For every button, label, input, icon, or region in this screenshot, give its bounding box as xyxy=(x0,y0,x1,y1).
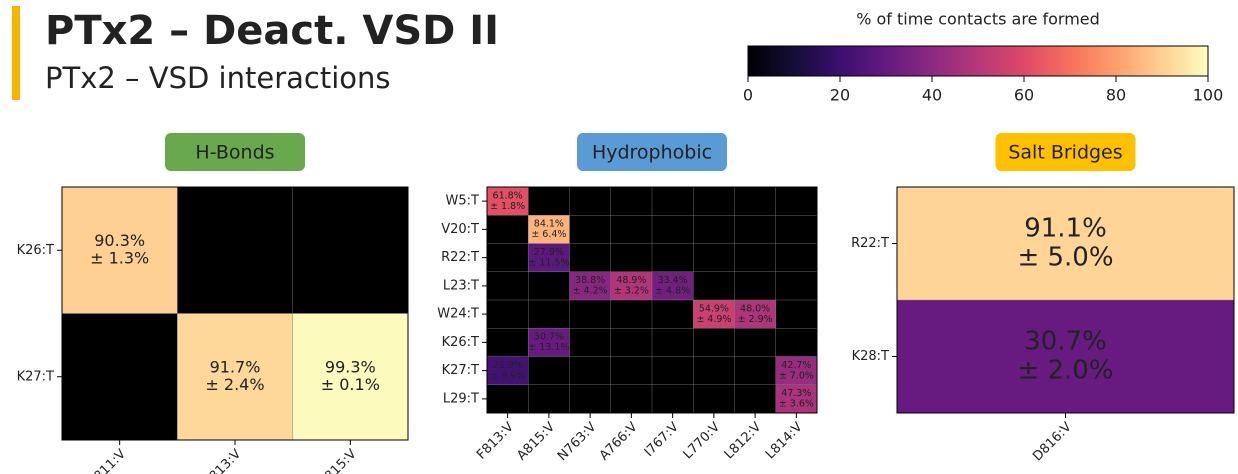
cell-error-label: ± 7.0% xyxy=(779,370,814,381)
panel-title: Hydrophobic xyxy=(592,142,712,164)
row-label: K26:T xyxy=(17,243,54,258)
panel-title: Salt Bridges xyxy=(1008,142,1122,164)
cell-value-label: 42.7% xyxy=(781,360,811,371)
heatmap-cell xyxy=(897,187,1234,300)
colorbar-tick-label: 80 xyxy=(1106,86,1126,105)
heatmap-cell xyxy=(775,356,817,385)
heatmap-frame xyxy=(896,186,1235,414)
cell-error-label: ± 13.1% xyxy=(528,342,569,353)
heatmap-cell xyxy=(734,300,776,329)
column-label: E811:V xyxy=(86,447,129,474)
heatmap-cell xyxy=(177,313,293,440)
cell-error-label: ± 9.9% xyxy=(490,370,525,381)
colorbar-tick-label: 100 xyxy=(1193,86,1224,105)
heatmap-cell xyxy=(487,356,529,385)
row-label: W24:T xyxy=(437,307,479,322)
cell-error-label: ± 0.1% xyxy=(321,375,380,394)
panel-title: H-Bonds xyxy=(195,142,274,164)
heatmap-cell xyxy=(528,215,570,244)
colorbar xyxy=(747,45,1209,77)
accent-bar xyxy=(12,6,20,100)
cell-value-label: 21.9% xyxy=(493,360,523,371)
cell-error-label: ± 4.8% xyxy=(655,286,690,297)
cell-error-label: ± 11.5% xyxy=(528,257,569,268)
row-label: K28:T xyxy=(852,349,889,364)
heatmap-cell xyxy=(610,271,652,300)
heatmap-cell xyxy=(569,271,611,300)
column-label: A815:V xyxy=(316,447,360,474)
heatmap-cell xyxy=(775,384,817,413)
column-label: D816:V xyxy=(1030,420,1075,465)
heatmap-frame xyxy=(486,186,818,414)
cell-value-label: 33.4% xyxy=(658,275,688,286)
cell-value-label: 48.0% xyxy=(740,303,770,314)
heatmap-cell xyxy=(897,300,1234,413)
column-label: N763:V xyxy=(555,420,599,464)
column-label: L812:V xyxy=(722,420,765,463)
cell-value-label: 47.3% xyxy=(781,388,811,399)
column-label: F813:V xyxy=(201,447,244,474)
row-label: V20:T xyxy=(441,222,479,237)
row-label: W5:T xyxy=(446,194,480,209)
colorbar-tick-label: 60 xyxy=(1014,86,1034,105)
colorbar-tick-label: 0 xyxy=(743,86,753,105)
heatmap-cell xyxy=(528,328,570,357)
cell-error-label: ± 2.0% xyxy=(1017,355,1113,385)
column-label: I767:V xyxy=(642,420,682,460)
cell-error-label: ± 1.8% xyxy=(490,201,525,212)
row-label: R22:T xyxy=(441,250,479,265)
cell-value-label: 38.8% xyxy=(575,275,605,286)
heatmap-cell xyxy=(693,300,735,329)
row-label: L29:T xyxy=(443,391,479,406)
cell-value-label: 30.7% xyxy=(534,332,564,343)
heatmap-cell xyxy=(652,271,694,300)
column-label: A766:V xyxy=(597,420,641,464)
cell-value-label: 91.1% xyxy=(1024,214,1107,244)
cell-error-label: ± 3.6% xyxy=(779,399,814,410)
cell-value-label: 48.9% xyxy=(616,275,646,286)
panel-title-badge xyxy=(577,133,727,171)
cell-error-label: ± 4.2% xyxy=(573,286,608,297)
row-label: K27:T xyxy=(442,363,479,378)
colorbar-label: % of time contacts are formed xyxy=(856,10,1100,29)
heatmap-cell xyxy=(292,313,408,440)
row-label: K27:T xyxy=(17,369,54,384)
cell-error-label: ± 1.3% xyxy=(90,249,149,268)
heatmap-cell xyxy=(528,243,570,272)
heatmap-cell xyxy=(487,187,529,216)
cell-error-label: ± 3.2% xyxy=(614,286,649,297)
heatmap-frame xyxy=(61,186,409,441)
colorbar-tick-label: 20 xyxy=(830,86,850,105)
column-label: L770:V xyxy=(681,420,724,463)
cell-value-label: 61.8% xyxy=(493,190,523,201)
cell-value-label: 54.9% xyxy=(699,303,729,314)
cell-value-label: 84.1% xyxy=(534,219,564,230)
cell-value-label: 91.7% xyxy=(210,357,261,376)
colorbar-tick-label: 40 xyxy=(922,86,942,105)
column-label: F813:V xyxy=(474,420,517,463)
cell-value-label: 90.3% xyxy=(94,231,145,250)
cell-error-label: ± 6.4% xyxy=(531,229,566,240)
cell-error-label: ± 2.4% xyxy=(205,375,264,394)
row-label: R22:T xyxy=(851,236,889,251)
cell-error-label: ± 4.9% xyxy=(696,314,731,325)
row-label: K26:T xyxy=(442,335,479,350)
panel-title-badge xyxy=(995,133,1136,171)
panel-title-badge xyxy=(165,133,305,171)
row-label: L23:T xyxy=(443,278,479,293)
cell-error-label: ± 5.0% xyxy=(1017,242,1113,272)
column-label: A815:V xyxy=(514,420,558,464)
cell-value-label: 99.3% xyxy=(325,357,376,376)
title: PTx2 – Deact. VSD II xyxy=(45,8,499,54)
heatmap-cell xyxy=(62,187,178,314)
cell-value-label: 27.9% xyxy=(534,247,564,258)
cell-error-label: ± 2.9% xyxy=(738,314,773,325)
subtitle: PTx2 – VSD interactions xyxy=(45,61,391,95)
column-label: L814:V xyxy=(763,420,806,463)
cell-value-label: 30.7% xyxy=(1024,327,1107,357)
